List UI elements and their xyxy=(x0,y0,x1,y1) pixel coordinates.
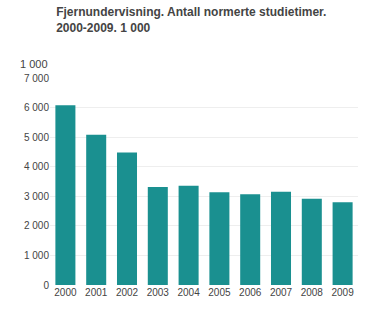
svg-text:2009: 2009 xyxy=(331,287,354,298)
svg-text:2003: 2003 xyxy=(147,287,170,298)
svg-text:2004: 2004 xyxy=(177,287,200,298)
svg-text:5 000: 5 000 xyxy=(24,132,49,143)
svg-text:2 000: 2 000 xyxy=(24,220,49,231)
svg-text:Fjernundervisning. Antall norm: Fjernundervisning. Antall normerte studi… xyxy=(56,5,326,35)
svg-text:1 000: 1 000 xyxy=(24,250,49,261)
svg-text:2007: 2007 xyxy=(270,287,293,298)
svg-text:1 000: 1 000 xyxy=(20,58,48,70)
svg-text:3 000: 3 000 xyxy=(24,191,49,202)
svg-text:2000: 2000 xyxy=(54,287,77,298)
svg-text:6 000: 6 000 xyxy=(24,102,49,113)
svg-text:2005: 2005 xyxy=(208,287,231,298)
svg-text:0: 0 xyxy=(43,280,49,291)
svg-text:2006: 2006 xyxy=(239,287,262,298)
svg-text:2002: 2002 xyxy=(116,287,139,298)
svg-text:7 000: 7 000 xyxy=(24,73,49,84)
svg-text:2008: 2008 xyxy=(301,287,324,298)
svg-text:4 000: 4 000 xyxy=(24,161,49,172)
svg-text:2001: 2001 xyxy=(85,287,108,298)
